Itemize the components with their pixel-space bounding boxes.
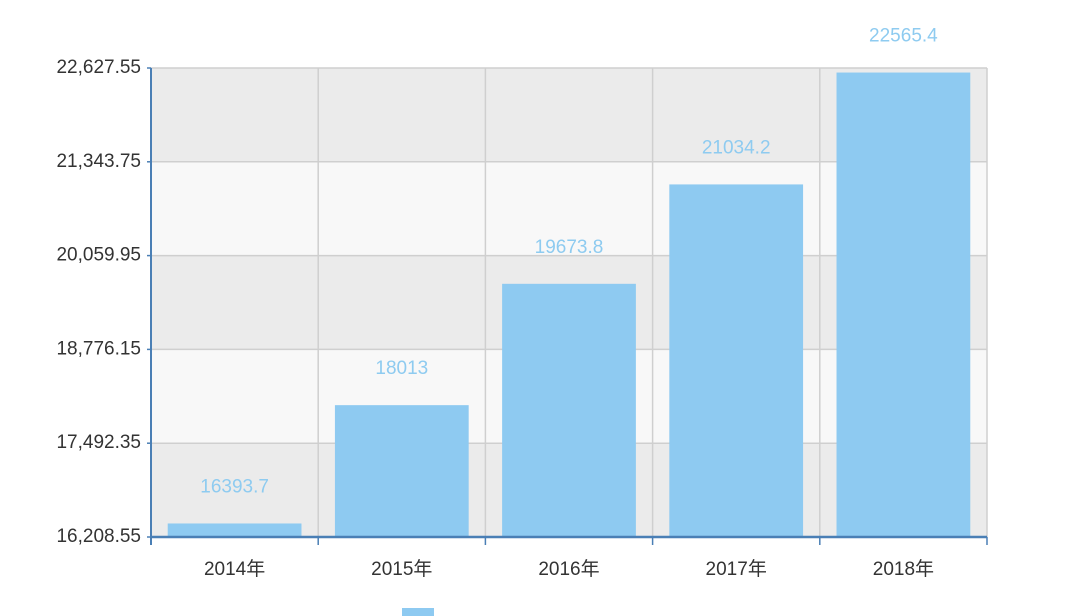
value-label: 16393.7	[200, 476, 269, 497]
y-tick-label: 20,059.95	[56, 245, 141, 266]
y-tick-label: 21,343.75	[56, 151, 141, 172]
bar	[334, 405, 469, 537]
bar	[836, 72, 971, 537]
bar	[669, 184, 804, 538]
bar	[167, 523, 302, 537]
value-label: 21034.2	[702, 137, 771, 158]
y-tick-label: 16,208.55	[56, 526, 141, 547]
value-label: 18013	[375, 358, 428, 379]
x-tick-label: 2014年	[204, 558, 265, 580]
legend-swatch	[402, 608, 434, 616]
bar	[502, 283, 636, 537]
y-tick-label: 18,776.15	[56, 338, 141, 359]
value-label: 19673.8	[535, 237, 604, 258]
x-tick-label: 2017年	[706, 558, 767, 580]
value-label: 22565.4	[869, 26, 938, 47]
y-tick-label: 17,492.35	[56, 432, 141, 453]
x-tick-label: 2016年	[538, 558, 599, 580]
x-tick-label: 2018年	[873, 558, 934, 580]
y-tick-label: 22,627.55	[56, 57, 141, 78]
x-tick-label: 2015年	[371, 558, 432, 580]
